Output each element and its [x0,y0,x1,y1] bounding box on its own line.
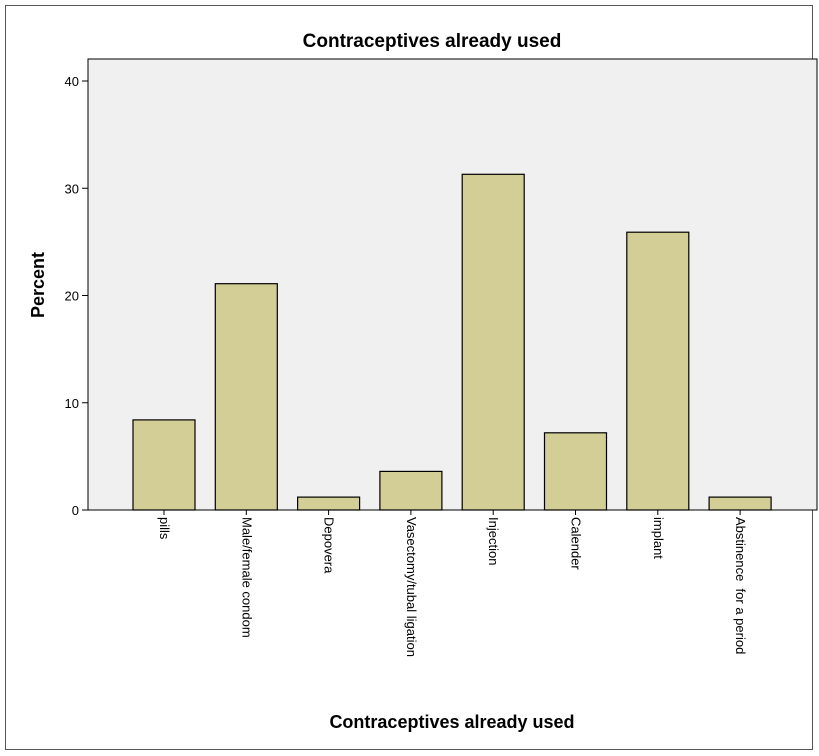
x-category-label-5: Calender [569,517,584,570]
plot-area [87,58,818,511]
bar-0 [132,419,196,511]
chart-title: Contraceptives already used [303,31,562,52]
x-axis-label: Contraceptives already used [329,712,574,732]
bar-3 [379,470,443,511]
bar-5 [543,432,608,511]
x-category-label-3: Vasectomy/tubal ligation [404,517,419,657]
bar-2 [297,496,361,511]
bar-4 [461,173,525,511]
x-category-label-6: implant [651,517,666,559]
y-tick-label-4: 40 [65,74,79,89]
x-category-label-2: Depovera [322,517,337,574]
x-category-label-7: Abstinence for a period [733,517,748,654]
x-category-label-1: Male/female condom [239,517,254,638]
y-tick-label-0: 0 [72,503,79,518]
bar-1 [214,283,278,511]
y-tick-label-2: 20 [65,289,79,304]
bar-6 [626,231,690,511]
x-category-label-0: pills [157,517,172,540]
y-tick-label-1: 10 [65,396,79,411]
y-tick-label-3: 30 [65,181,79,196]
y-axis-label: Percent [28,252,48,318]
bar-7 [708,496,772,511]
x-category-label-4: Injection [486,517,501,565]
